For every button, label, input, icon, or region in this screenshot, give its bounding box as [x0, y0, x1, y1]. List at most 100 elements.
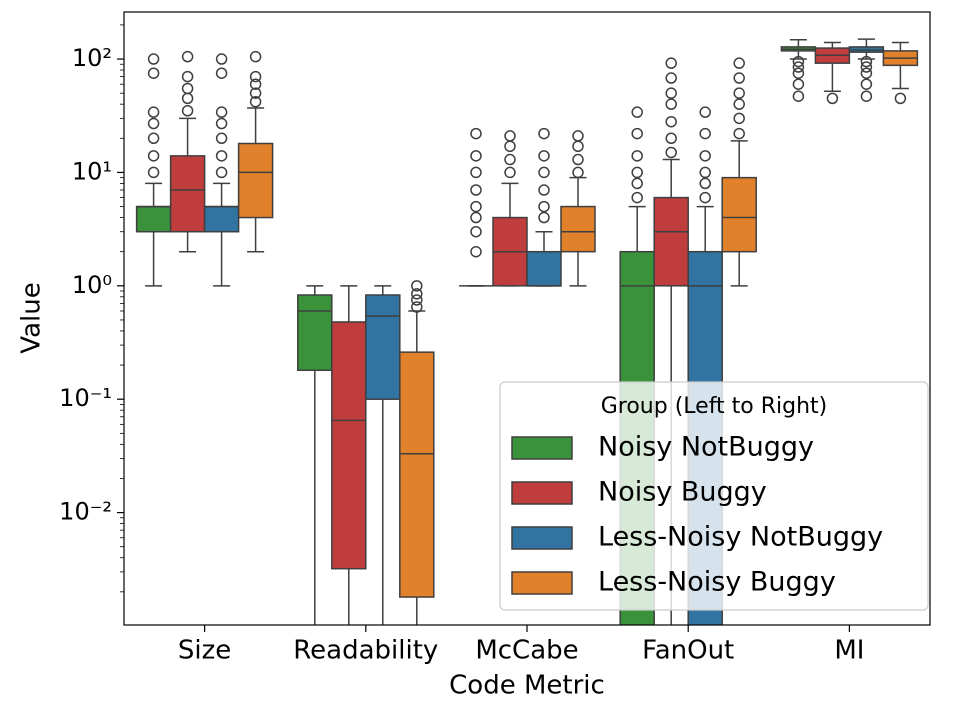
outlier [631, 177, 643, 190]
outlier [181, 92, 194, 105]
outlier [665, 98, 677, 110]
outlier [699, 166, 711, 179]
outlier [860, 78, 873, 90]
outlier [860, 67, 873, 79]
outlier [699, 150, 711, 162]
x-axis-label: Code Metric [449, 671, 605, 701]
outlier [538, 150, 550, 162]
outlier [470, 245, 482, 258]
outlier [792, 55, 805, 68]
box [399, 351, 435, 598]
y-tick-label: 10¹ [72, 157, 112, 185]
outlier [215, 67, 228, 79]
outlier [215, 132, 228, 145]
outlier [538, 127, 550, 140]
outlier [572, 130, 584, 142]
outlier [860, 61, 873, 73]
legend-swatch [511, 526, 573, 550]
y-tick-label: 10⁻² [59, 498, 112, 526]
outlier [411, 288, 423, 300]
x-tick-label: FanOut [642, 636, 734, 666]
y-tick-label: 10⁰ [72, 271, 112, 299]
x-tick-label: MI [834, 636, 864, 666]
outlier [504, 153, 516, 166]
outlier [147, 132, 160, 145]
outlier [538, 211, 550, 224]
legend-label: Less-Noisy Buggy [598, 567, 836, 598]
outlier [631, 150, 643, 162]
outlier [181, 70, 194, 83]
outlier [215, 117, 228, 130]
outlier [147, 53, 160, 65]
outlier [249, 50, 262, 63]
outlier [733, 72, 745, 84]
outlier [215, 53, 228, 65]
legend-title: Group (Left to Right) [601, 394, 828, 419]
box [169, 155, 206, 233]
outlier [470, 225, 482, 238]
box [526, 250, 562, 287]
outlier [249, 87, 262, 99]
outlier [470, 200, 482, 213]
outlier [249, 96, 262, 108]
legend-frame [499, 381, 929, 611]
outlier [792, 78, 805, 90]
outlier [411, 301, 423, 313]
box [135, 205, 172, 233]
outlier [860, 90, 873, 102]
outlier [538, 184, 550, 196]
outlier [147, 67, 160, 79]
outlier [181, 50, 194, 63]
outlier [894, 92, 907, 105]
outlier [147, 166, 160, 179]
box [331, 321, 367, 570]
outlier [665, 132, 677, 145]
outlier [733, 57, 745, 69]
y-tick-label: 10⁻¹ [59, 384, 112, 412]
outlier [733, 112, 745, 125]
box [203, 205, 240, 233]
outlier [860, 55, 873, 68]
outlier [147, 117, 160, 130]
outlier [470, 150, 482, 162]
outlier [631, 191, 643, 204]
outlier [733, 127, 745, 140]
x-tick-label: Readability [293, 636, 438, 666]
outlier [665, 57, 677, 69]
outlier [792, 90, 805, 102]
outlier [631, 127, 643, 140]
legend-label: Noisy NotBuggy [598, 432, 814, 463]
outlier [470, 166, 482, 179]
legend-swatch [511, 571, 573, 595]
outlier [699, 127, 711, 140]
outlier [665, 146, 677, 159]
box [297, 294, 333, 372]
outlier [572, 166, 584, 179]
outlier [631, 166, 643, 179]
legend-swatch [511, 481, 573, 505]
outlier [181, 104, 194, 117]
outlier [504, 130, 516, 142]
outlier [504, 166, 516, 179]
outlier [215, 150, 228, 162]
legend: Group (Left to Right) Noisy NotBuggy Noisy… [499, 381, 929, 611]
y-axis-label: Value [17, 282, 47, 353]
outlier [215, 106, 228, 118]
legend-label: Less-Noisy NotBuggy [598, 522, 883, 553]
box [365, 294, 401, 400]
outlier [572, 140, 584, 153]
x-tick-label: Size [178, 636, 231, 666]
outlier [215, 166, 228, 179]
outlier [249, 70, 262, 83]
outlier [792, 61, 805, 73]
outlier [147, 106, 160, 118]
outlier [733, 87, 745, 99]
outlier [249, 78, 262, 90]
outlier [538, 200, 550, 213]
box [560, 205, 596, 253]
outlier [181, 82, 194, 95]
outlier [733, 98, 745, 110]
outlier [699, 106, 711, 118]
